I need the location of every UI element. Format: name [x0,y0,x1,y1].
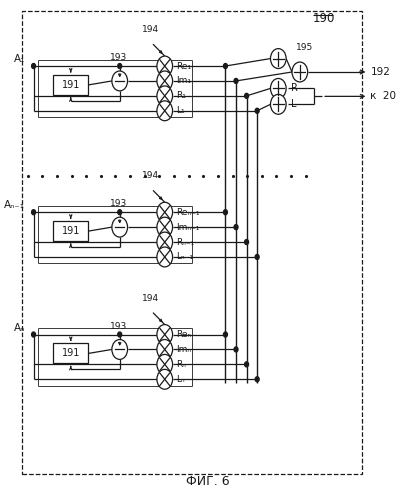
Circle shape [224,210,227,214]
Circle shape [271,48,286,68]
Circle shape [157,86,173,106]
Circle shape [255,377,259,382]
Text: 194: 194 [142,172,159,180]
Text: Reₙ₋₁: Reₙ₋₁ [177,208,200,216]
Text: L₁: L₁ [177,106,185,116]
Bar [53,221,88,241]
Text: R: R [291,84,298,94]
Circle shape [157,217,173,237]
Text: 191: 191 [62,80,80,90]
Circle shape [157,71,173,91]
Text: Re₁: Re₁ [177,62,192,70]
Text: 193: 193 [110,322,128,330]
Circle shape [112,340,128,359]
Circle shape [234,224,238,230]
Text: 194: 194 [142,294,159,302]
Circle shape [32,210,36,214]
Bar [22,12,362,474]
Circle shape [157,56,173,76]
Text: Rₙ₋₁: Rₙ₋₁ [177,238,195,246]
Text: 193: 193 [110,53,128,62]
Circle shape [157,340,173,359]
Circle shape [118,332,122,337]
Text: Imₙ: Imₙ [177,345,192,354]
Circle shape [112,71,128,91]
Text: Aₙ₋₁: Aₙ₋₁ [4,200,25,210]
Circle shape [157,247,173,267]
Circle shape [157,202,173,222]
Circle shape [157,101,173,120]
Text: 190: 190 [313,12,335,26]
Circle shape [157,324,173,344]
Circle shape [255,108,259,114]
Text: Im₁: Im₁ [177,76,192,86]
Text: Lₙ: Lₙ [177,375,185,384]
Text: L: L [291,100,296,110]
Circle shape [245,240,249,244]
Text: 193: 193 [110,199,128,208]
Bar [53,75,88,95]
Circle shape [118,64,122,68]
Text: Rₙ: Rₙ [177,360,186,369]
Circle shape [292,62,308,82]
Circle shape [224,64,227,68]
Circle shape [157,354,173,374]
Text: Aₙ: Aₙ [14,322,25,332]
Circle shape [32,332,36,337]
Text: Reₙ: Reₙ [177,330,192,339]
Circle shape [245,94,249,98]
Bar [53,344,88,363]
Circle shape [234,78,238,84]
Circle shape [271,94,286,114]
Circle shape [157,232,173,252]
Text: к  20: к 20 [370,92,396,102]
Circle shape [245,362,249,367]
Circle shape [32,64,36,68]
Circle shape [234,347,238,352]
Circle shape [271,78,286,98]
Text: 195: 195 [296,43,313,52]
Circle shape [224,332,227,337]
Text: ФИГ. 6: ФИГ. 6 [186,474,230,488]
Circle shape [112,217,128,237]
Text: R₁: R₁ [177,92,186,100]
Text: Lₙ₋₁: Lₙ₋₁ [177,252,194,262]
Circle shape [157,370,173,389]
Text: A₁: A₁ [14,54,25,64]
Circle shape [255,254,259,260]
Text: Imₙ₋₁: Imₙ₋₁ [177,222,200,232]
Text: 191: 191 [62,226,80,236]
Text: 194: 194 [142,25,159,34]
Circle shape [118,210,122,214]
Text: 192: 192 [370,67,390,77]
Text: 191: 191 [62,348,80,358]
